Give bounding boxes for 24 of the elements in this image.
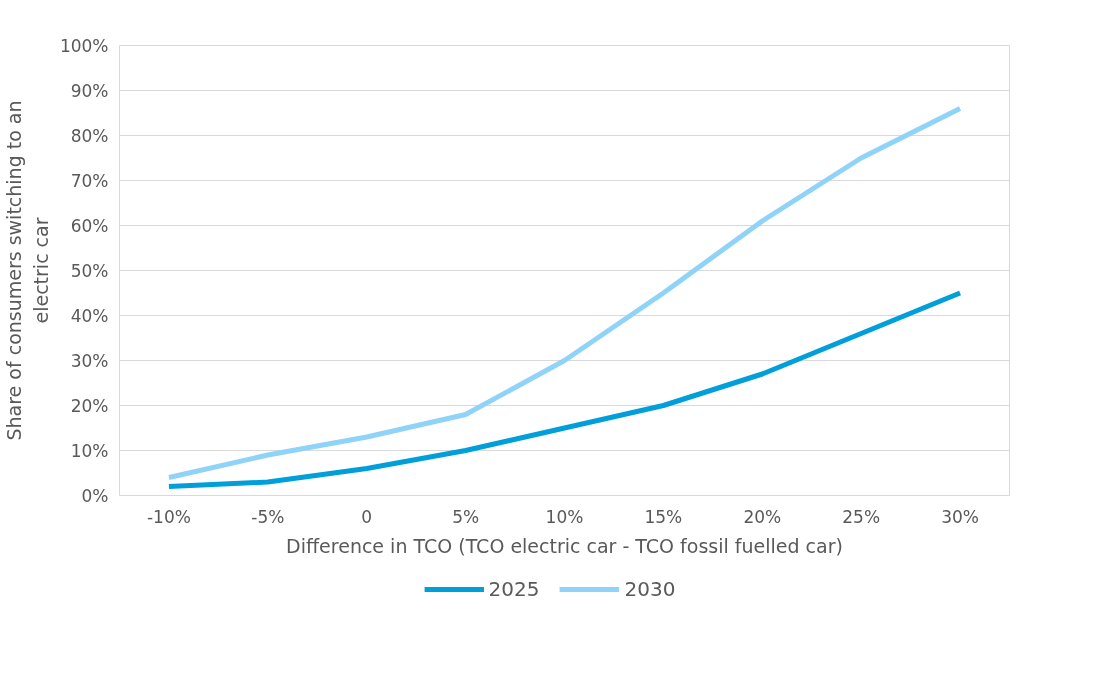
x-axis-title: Difference in TCO (TCO electric car - TCO fossil fuelled car): [286, 534, 843, 557]
x-tick-label: 25%: [842, 506, 881, 527]
y-tick-label: 60%: [70, 215, 109, 236]
y-tick-label: 90%: [70, 80, 109, 101]
legend-label: 2030: [624, 577, 676, 601]
x-tick-label: 10%: [545, 506, 584, 527]
x-tick-label: 30%: [941, 506, 979, 527]
x-tick-label: -5%: [251, 506, 285, 527]
y-tick-label: 100%: [59, 35, 109, 56]
y-tick-label: 80%: [70, 125, 109, 146]
legend-label: 2025: [488, 577, 540, 601]
y-tick-label: 20%: [70, 395, 109, 416]
x-tick-label: 20%: [743, 506, 782, 527]
x-tick-label: 15%: [644, 506, 683, 527]
y-tick-label: 40%: [70, 305, 109, 326]
y-tick-label: 50%: [70, 260, 109, 281]
y-tick-label: 0%: [81, 485, 109, 506]
y-tick-label: 70%: [70, 170, 109, 191]
y-tick-label: 30%: [70, 350, 109, 371]
x-tick-label: -10%: [146, 506, 191, 527]
y-tick-label: 10%: [70, 440, 109, 461]
y-axis-title: Share of consumers switching to an electric car: [3, 100, 52, 441]
x-tick-label: 5%: [452, 506, 480, 527]
x-tick-label: 0: [361, 506, 373, 527]
